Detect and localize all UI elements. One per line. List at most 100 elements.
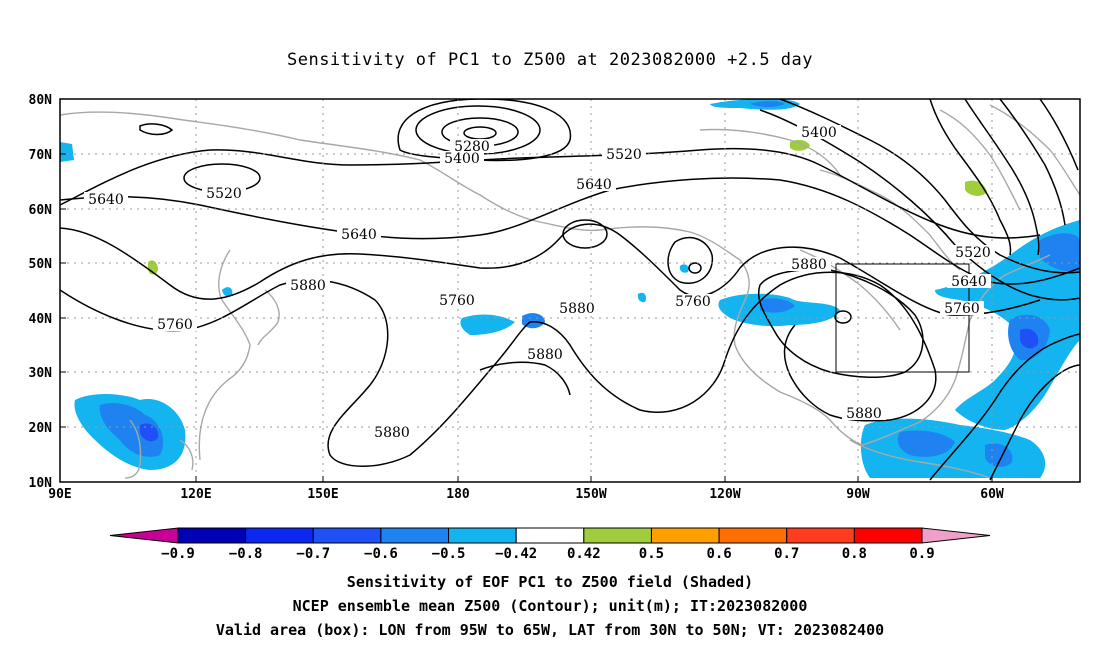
svg-text:5880: 5880 [791, 257, 827, 273]
shade-caribbean-core [897, 430, 955, 457]
colorbar: −0.9 −0.8 −0.7 −0.6 −0.5 −0.42 0.42 0.5 0.6 0.7 0.… [109, 527, 991, 562]
lon-label: 60W [980, 487, 1004, 502]
lon-label: 120W [709, 487, 740, 502]
contour-small-us [834, 310, 852, 324]
contour-label: 5640 [572, 177, 616, 193]
svg-text:5640: 5640 [341, 227, 377, 243]
contour-north-2 [759, 109, 1080, 301]
contour-east-1 [929, 99, 1012, 256]
colorbar-end-high [921, 527, 991, 544]
lon-label: 180 [446, 487, 470, 502]
svg-text:5760: 5760 [675, 294, 711, 310]
colorbar-label: −0.5 [432, 546, 466, 562]
lon-labels: 90E 120E 150E 180 150W 120W 90W 60W [48, 487, 1004, 502]
shade-small-1 [222, 287, 233, 297]
svg-text:5880: 5880 [846, 406, 882, 422]
lat-label: 10N [29, 476, 53, 491]
svg-text:5760: 5760 [944, 301, 980, 317]
contour-label-group: 5280 5400 5520 5640 5640 5520 5640 5640 … [84, 125, 995, 441]
svg-text:5760: 5760 [439, 293, 475, 309]
contour-east-4 [1039, 99, 1079, 171]
coast-northamerica-west [599, 226, 863, 446]
lat-label: 50N [29, 257, 53, 272]
contour-label: 5400 [797, 125, 841, 141]
contour-label: 5880 [523, 347, 567, 363]
colorbar-label: −0.7 [296, 546, 330, 562]
lon-label: 90E [48, 487, 71, 502]
contour-label: 5640 [337, 227, 381, 243]
contour-5520 [60, 147, 1041, 239]
shade-positive-canada [790, 139, 810, 151]
shade-southchina-core [140, 423, 159, 442]
shade-westcoast-core [760, 298, 795, 313]
contour-small-ak [688, 262, 702, 274]
svg-text:5640: 5640 [951, 274, 987, 290]
contour-label: 5760 [153, 317, 197, 333]
colorbar-label: 0.5 [639, 546, 664, 562]
contour-label: 5760 [435, 293, 479, 309]
shade-southchina-mid [99, 403, 164, 457]
colorbar-swatch [312, 527, 382, 544]
coast-arctic-canada [699, 128, 841, 176]
lat-label: 70N [29, 148, 53, 163]
svg-text:5520: 5520 [955, 245, 991, 261]
contour-5760 [60, 223, 1041, 316]
svg-text:5640: 5640 [576, 177, 612, 193]
lon-label: 150W [575, 487, 606, 502]
contour-label: 5520 [951, 245, 995, 261]
colorbar-label: −0.6 [364, 546, 398, 562]
coast-northamerica-east [861, 254, 1051, 446]
ticks [59, 98, 993, 483]
lat-label: 20N [29, 421, 53, 436]
contour-label: 5880 [286, 278, 330, 294]
shade-atlantic-blob [935, 220, 1080, 430]
valid-area-box [835, 263, 970, 373]
colorbar-swatch [650, 527, 720, 544]
coast-philippines [179, 439, 194, 471]
contour-south-atl [989, 364, 1080, 481]
contour-label: 5880 [787, 257, 831, 273]
contour-label: 5640 [947, 274, 991, 290]
contour-north-1 [779, 99, 1080, 274]
colorbar-swatch [718, 527, 788, 544]
coast-centralamerica [849, 439, 991, 479]
colorbar-swatch [786, 527, 855, 544]
colorbar-swatch [853, 527, 923, 544]
contour-label: 5760 [671, 294, 715, 310]
colorbar-end-low [109, 527, 179, 544]
contour-label: 5760 [940, 301, 984, 317]
contour-5880-b [479, 361, 571, 396]
contour-label: 5640 [84, 192, 128, 208]
shade-small-3 [679, 264, 689, 273]
sensitivity-shading [60, 99, 1080, 478]
colorbar-swatch [583, 527, 652, 544]
colorbar-label: −0.9 [161, 546, 195, 562]
shade-atlantic-north [1040, 233, 1080, 272]
colorbar-label: 0.42 [567, 546, 601, 562]
colorbar-label: 0.8 [842, 546, 867, 562]
shade-west-edge [60, 142, 74, 162]
map-frame [59, 98, 1081, 483]
contour-label: 5880 [555, 301, 599, 317]
coast-indochina [124, 419, 142, 479]
contour-label: 5400 [440, 151, 484, 167]
svg-text:5760: 5760 [157, 317, 193, 333]
colorbar-swatch [245, 527, 314, 544]
svg-text:5880: 5880 [374, 425, 410, 441]
coast-greenland-east [989, 104, 1080, 196]
coast-japan [257, 289, 280, 346]
contour-5880 [60, 271, 937, 467]
svg-text:5520: 5520 [206, 186, 242, 202]
colorbar-label: −0.8 [229, 546, 263, 562]
shade-small-2 [637, 292, 647, 303]
svg-text:5880: 5880 [559, 301, 595, 317]
lat-label: 30N [29, 366, 53, 381]
contour-east-3 [999, 99, 1066, 226]
colorbar-swatch [380, 527, 450, 544]
lon-label: 120E [180, 487, 211, 502]
colorbar-label: 0.9 [909, 546, 934, 562]
lat-labels: 80N 70N 60N 50N 40N 30N 20N 10N [29, 93, 53, 491]
svg-text:5400: 5400 [801, 125, 837, 141]
svg-text:5400: 5400 [444, 151, 480, 167]
